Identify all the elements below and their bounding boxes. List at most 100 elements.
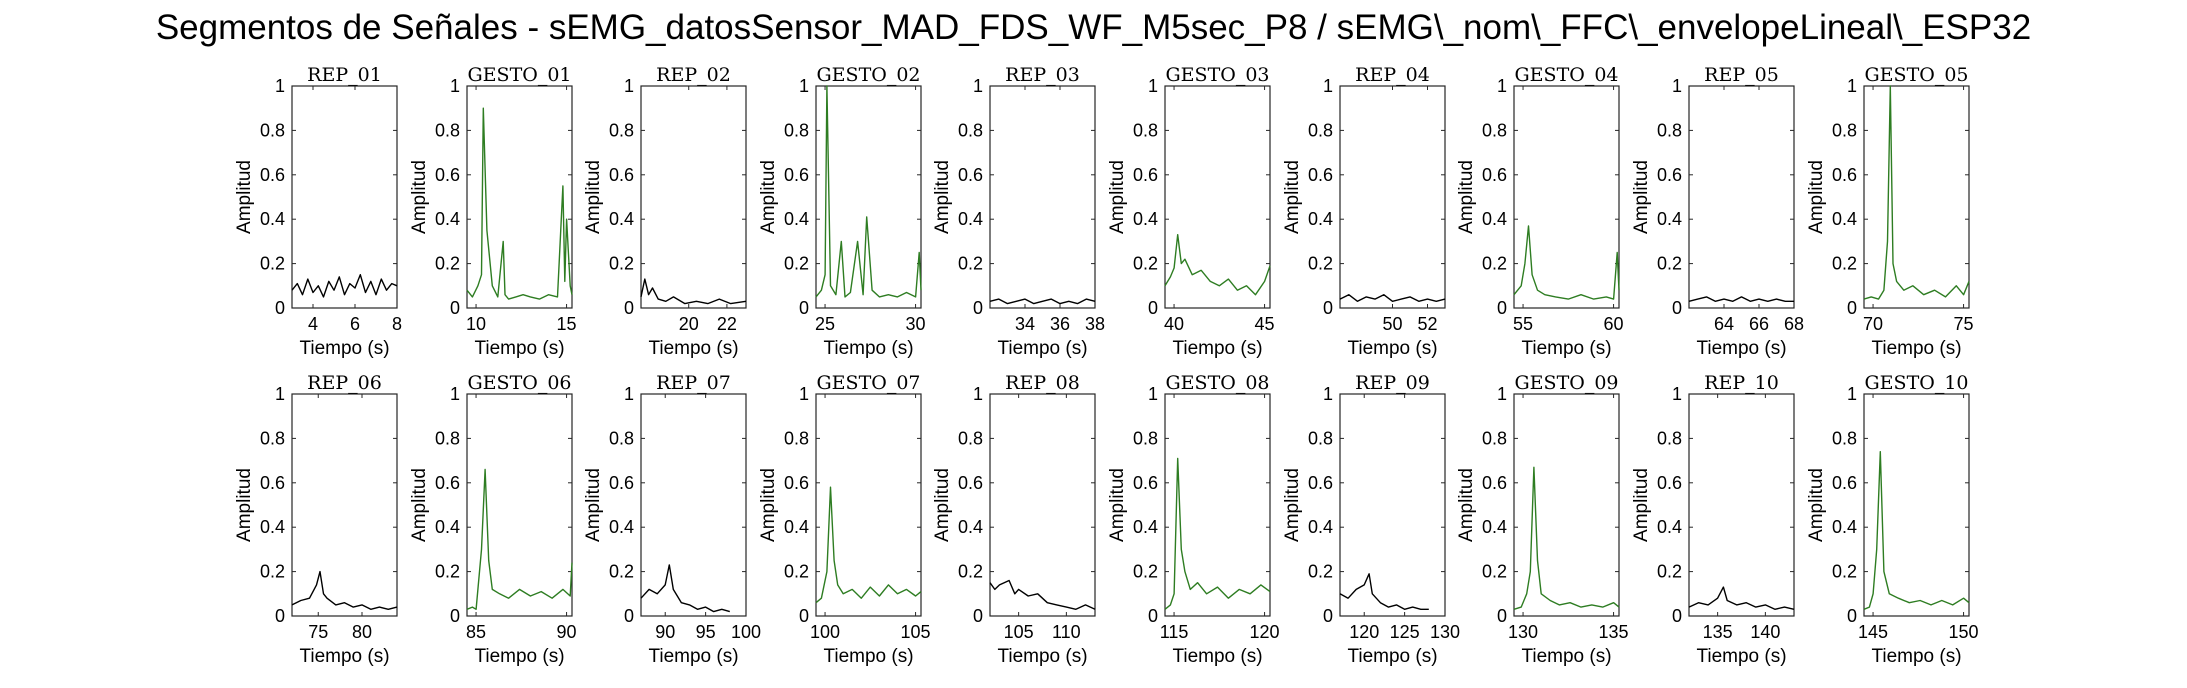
chart-16-title: GESTO_08 xyxy=(1166,372,1270,394)
chart-20-xlabel: Tiempo (s) xyxy=(1871,646,1961,667)
chart-3-ytick-label-4: 0.8 xyxy=(609,120,634,140)
chart-18-ytick-label-4: 0.8 xyxy=(1482,428,1507,448)
chart-20-ylabel: Amplitud xyxy=(1806,468,1827,542)
chart-4-ytick-label-2: 0.4 xyxy=(784,209,809,229)
chart-6-ytick-label-0: 0 xyxy=(1148,298,1158,318)
chart-17-ytick-label-2: 0.4 xyxy=(1308,517,1333,537)
chart-6-ytick-label-1: 0.2 xyxy=(1133,254,1158,274)
chart-20-series-line xyxy=(1863,451,1970,610)
chart-2-series-line xyxy=(466,107,573,300)
chart-7-ytick-label-1: 0.2 xyxy=(1308,254,1333,274)
chart-16-xtick-label-0: 115 xyxy=(1160,622,1189,642)
chart-6-xlabel: Tiempo (s) xyxy=(1172,338,1262,359)
chart-9-ytick-label-4: 0.8 xyxy=(1657,120,1682,140)
chart-4-ytick-label-0: 0 xyxy=(799,298,809,318)
chart-11-ytick-label-1: 0.2 xyxy=(260,562,285,582)
chart-3-xtick-label-1: 22 xyxy=(717,314,737,334)
chart-14-series-line xyxy=(815,486,922,604)
chart-4-ytick-label-3: 0.6 xyxy=(784,165,809,185)
chart-19-ytick-label-2: 0.4 xyxy=(1657,517,1682,537)
chart-7-ytick-label-3: 0.6 xyxy=(1308,165,1333,185)
chart-12-xtick-label-0: 85 xyxy=(466,622,486,642)
chart-7-ylabel: Amplitud xyxy=(1282,160,1303,234)
chart-6-title: GESTO_03 xyxy=(1166,64,1270,86)
chart-14-axes-box xyxy=(815,393,922,617)
chart-3-xtick-label-0: 20 xyxy=(679,314,699,334)
chart-18-ytick-label-1: 0.2 xyxy=(1482,562,1507,582)
chart-15-ylabel: Amplitud xyxy=(932,468,953,542)
chart-19-ytick-label-0: 0 xyxy=(1672,606,1682,626)
chart-7-axes-box xyxy=(1339,85,1446,309)
chart-16-ylabel: Amplitud xyxy=(1107,468,1128,542)
chart-10-ytick-label-4: 0.8 xyxy=(1832,120,1857,140)
chart-1-ytick-label-3: 0.6 xyxy=(260,165,285,185)
chart-4-axes-box xyxy=(815,85,922,309)
chart-2-ytick-label-2: 0.4 xyxy=(435,209,460,229)
chart-8-ytick-label-1: 0.2 xyxy=(1482,254,1507,274)
chart-14-xtick-label-0: 100 xyxy=(810,622,840,642)
chart-1-xtick-label-2: 8 xyxy=(392,314,402,334)
chart-1-ytick-label-2: 0.4 xyxy=(260,209,285,229)
chart-11-xtick-label-1: 80 xyxy=(352,622,372,642)
chart-8-ytick-label-5: 1 xyxy=(1497,76,1507,96)
chart-6-axes-box xyxy=(1164,85,1271,309)
chart-9-ylabel: Amplitud xyxy=(1631,160,1652,234)
chart-13-ytick-label-0: 0 xyxy=(624,606,634,626)
chart-14-xlabel: Tiempo (s) xyxy=(823,646,913,667)
chart-11-ytick-label-4: 0.8 xyxy=(260,428,285,448)
chart-2-ytick-label-1: 0.2 xyxy=(435,254,460,274)
chart-8-ytick-label-4: 0.8 xyxy=(1482,120,1507,140)
chart-7-ytick-label-5: 1 xyxy=(1323,76,1333,96)
chart-3-ylabel: Amplitud xyxy=(583,160,604,234)
chart-20-ytick-label-2: 0.4 xyxy=(1832,517,1857,537)
chart-20-title: GESTO_10 xyxy=(1865,372,1969,394)
chart-5-ytick-label-5: 1 xyxy=(973,76,983,96)
chart-6-ytick-label-3: 0.6 xyxy=(1133,165,1158,185)
chart-1-axes-box xyxy=(291,85,398,309)
chart-12-title: GESTO_06 xyxy=(468,372,572,394)
chart-4-title: GESTO_02 xyxy=(817,64,921,86)
chart-20-ytick-label-0: 0 xyxy=(1847,606,1857,626)
chart-13-ytick-label-5: 1 xyxy=(624,384,634,404)
chart-5-ytick-label-3: 0.6 xyxy=(958,165,983,185)
chart-4-xtick-label-1: 30 xyxy=(906,314,926,334)
chart-10-axes-box xyxy=(1863,85,1970,309)
chart-20-axes-box xyxy=(1863,393,1970,617)
chart-8-xtick-label-1: 60 xyxy=(1604,314,1624,334)
chart-3-ytick-label-5: 1 xyxy=(624,76,634,96)
chart-19-xlabel: Tiempo (s) xyxy=(1696,646,1786,667)
chart-2-xtick-label-1: 15 xyxy=(557,314,577,334)
chart-7-xtick-label-0: 50 xyxy=(1382,314,1402,334)
chart-17-xtick-label-1: 125 xyxy=(1390,622,1420,642)
chart-13-ytick-label-1: 0.2 xyxy=(609,562,634,582)
chart-13-xlabel: Tiempo (s) xyxy=(648,646,738,667)
chart-4-xlabel: Tiempo (s) xyxy=(823,338,913,359)
chart-16-ytick-label-3: 0.6 xyxy=(1133,473,1158,493)
chart-17-title: REP_09 xyxy=(1355,372,1430,394)
chart-3-axes-box xyxy=(640,85,747,309)
chart-13-series-line xyxy=(640,564,730,613)
chart-18-ytick-label-0: 0 xyxy=(1497,606,1507,626)
chart-16-xlabel: Tiempo (s) xyxy=(1172,646,1262,667)
chart-11-ytick-label-5: 1 xyxy=(275,384,285,404)
chart-16-xtick-label-1: 120 xyxy=(1250,622,1280,642)
chart-17-ytick-label-0: 0 xyxy=(1323,606,1333,626)
chart-2-title: GESTO_01 xyxy=(468,64,572,86)
chart-15-ytick-label-0: 0 xyxy=(973,606,983,626)
chart-17-ytick-label-1: 0.2 xyxy=(1308,562,1333,582)
chart-19-axes-box xyxy=(1688,393,1795,617)
chart-11-xtick-label-0: 75 xyxy=(308,622,328,642)
chart-12-xlabel: Tiempo (s) xyxy=(474,646,564,667)
chart-11-series-line xyxy=(291,570,398,610)
chart-3-title: REP_02 xyxy=(656,64,731,86)
chart-17-axes-box xyxy=(1339,393,1446,617)
chart-5-ytick-label-1: 0.2 xyxy=(958,254,983,274)
chart-9-ytick-label-5: 1 xyxy=(1672,76,1682,96)
chart-16-ytick-label-4: 0.8 xyxy=(1133,428,1158,448)
chart-2-ytick-label-5: 1 xyxy=(450,76,460,96)
chart-1-ytick-label-4: 0.8 xyxy=(260,120,285,140)
chart-5-ylabel: Amplitud xyxy=(932,160,953,234)
chart-1-ylabel: Amplitud xyxy=(234,160,255,234)
chart-7-title: REP_04 xyxy=(1355,64,1430,86)
chart-7-ytick-label-0: 0 xyxy=(1323,298,1333,318)
